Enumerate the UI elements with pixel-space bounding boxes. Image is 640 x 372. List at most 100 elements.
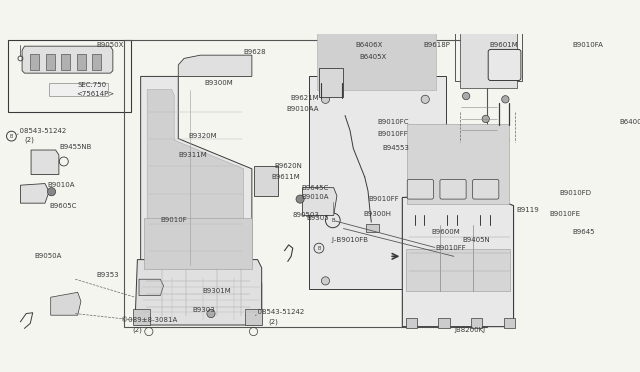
Bar — [504, 318, 515, 328]
Polygon shape — [403, 195, 513, 327]
Circle shape — [321, 95, 330, 103]
Text: B9010FC: B9010FC — [378, 119, 410, 125]
Text: B9645C: B9645C — [301, 185, 328, 190]
Text: B9010FF: B9010FF — [368, 196, 399, 202]
Text: B9050A: B9050A — [35, 253, 61, 259]
Polygon shape — [141, 76, 252, 273]
Text: B9645: B9645 — [572, 229, 595, 235]
Bar — [49, 83, 108, 96]
Polygon shape — [179, 55, 252, 76]
Bar — [319, 68, 344, 97]
Text: B9628: B9628 — [244, 49, 266, 55]
Text: (2): (2) — [24, 137, 35, 144]
Text: (2): (2) — [132, 327, 142, 333]
Bar — [253, 166, 278, 196]
Text: B9621M: B9621M — [291, 95, 319, 101]
FancyBboxPatch shape — [407, 179, 433, 199]
Text: ©089±8-3081A: ©089±8-3081A — [121, 317, 177, 323]
Text: B9600M: B9600M — [432, 229, 461, 235]
Bar — [124, 41, 486, 327]
Text: B9353: B9353 — [97, 272, 119, 278]
Text: B9010F: B9010F — [160, 217, 187, 223]
Circle shape — [463, 92, 470, 100]
Text: SEC.750: SEC.750 — [77, 83, 107, 89]
Text: B9010FE: B9010FE — [550, 211, 580, 217]
Text: B9301M: B9301M — [203, 288, 232, 294]
Text: B9305: B9305 — [307, 215, 330, 221]
Text: B9311M: B9311M — [179, 152, 207, 158]
Text: B9010FF: B9010FF — [378, 131, 408, 137]
Text: B9010A: B9010A — [47, 182, 75, 188]
Bar — [77, 54, 86, 70]
Circle shape — [463, 137, 470, 144]
Text: B9601M: B9601M — [489, 42, 518, 48]
Bar — [245, 309, 262, 325]
Text: B9119: B9119 — [517, 207, 540, 213]
Polygon shape — [51, 292, 81, 315]
Circle shape — [296, 195, 304, 203]
Text: B6406X: B6406X — [356, 42, 383, 48]
Text: B: B — [10, 134, 13, 139]
FancyBboxPatch shape — [473, 179, 499, 199]
Text: B94553: B94553 — [383, 145, 410, 151]
Text: B: B — [317, 246, 321, 251]
Bar — [144, 218, 252, 269]
Text: B9010A: B9010A — [301, 195, 328, 201]
Text: JB8200KJ: JB8200KJ — [454, 327, 486, 333]
FancyBboxPatch shape — [440, 179, 466, 199]
Text: B9010AA: B9010AA — [286, 106, 319, 112]
Circle shape — [421, 95, 429, 103]
Bar — [30, 54, 39, 70]
Circle shape — [502, 137, 509, 144]
Circle shape — [207, 310, 215, 318]
Text: B9620N: B9620N — [275, 163, 303, 169]
Circle shape — [421, 277, 429, 285]
Circle shape — [47, 187, 56, 196]
Text: <75614P>: <75614P> — [76, 91, 114, 97]
Polygon shape — [141, 275, 262, 322]
Text: B9010FF: B9010FF — [435, 245, 466, 251]
Bar — [366, 224, 380, 232]
Text: B6400X: B6400X — [620, 119, 640, 125]
Text: B9300M: B9300M — [204, 80, 233, 86]
Bar — [471, 318, 483, 328]
Text: ¸08543-51242: ¸08543-51242 — [17, 127, 67, 134]
Bar — [317, 0, 436, 90]
Bar — [406, 249, 510, 292]
Text: B9010FD: B9010FD — [559, 190, 591, 196]
Bar — [133, 309, 150, 325]
Text: B9303: B9303 — [192, 307, 215, 313]
Text: ¸08543-51242: ¸08543-51242 — [253, 309, 304, 315]
Text: B9050X: B9050X — [97, 42, 124, 48]
Bar — [46, 54, 55, 70]
Bar — [61, 54, 70, 70]
Polygon shape — [147, 90, 244, 266]
Bar — [438, 318, 450, 328]
Bar — [460, 22, 517, 88]
Polygon shape — [303, 187, 337, 215]
Polygon shape — [31, 150, 59, 174]
Polygon shape — [20, 183, 49, 203]
FancyBboxPatch shape — [488, 49, 521, 80]
Bar — [407, 124, 509, 204]
Text: (2): (2) — [268, 318, 278, 325]
Bar — [92, 54, 101, 70]
Text: B9010FA: B9010FA — [572, 42, 604, 48]
Bar — [8, 41, 131, 112]
Bar — [454, 6, 522, 81]
Bar — [406, 318, 417, 328]
Text: 890503: 890503 — [292, 212, 319, 218]
Text: B9611M: B9611M — [271, 174, 300, 180]
Circle shape — [502, 96, 509, 103]
Text: J–B9010FB: J–B9010FB — [331, 237, 368, 243]
Text: B9300H: B9300H — [363, 211, 391, 217]
Bar — [450, 250, 473, 268]
Text: B9618P: B9618P — [424, 42, 451, 48]
Text: B6405X: B6405X — [360, 54, 387, 60]
Text: B9605C: B9605C — [49, 203, 76, 209]
Circle shape — [321, 277, 330, 285]
Polygon shape — [22, 46, 113, 73]
Text: B: B — [331, 218, 335, 223]
Text: B9405N: B9405N — [462, 237, 490, 243]
Polygon shape — [135, 260, 262, 325]
